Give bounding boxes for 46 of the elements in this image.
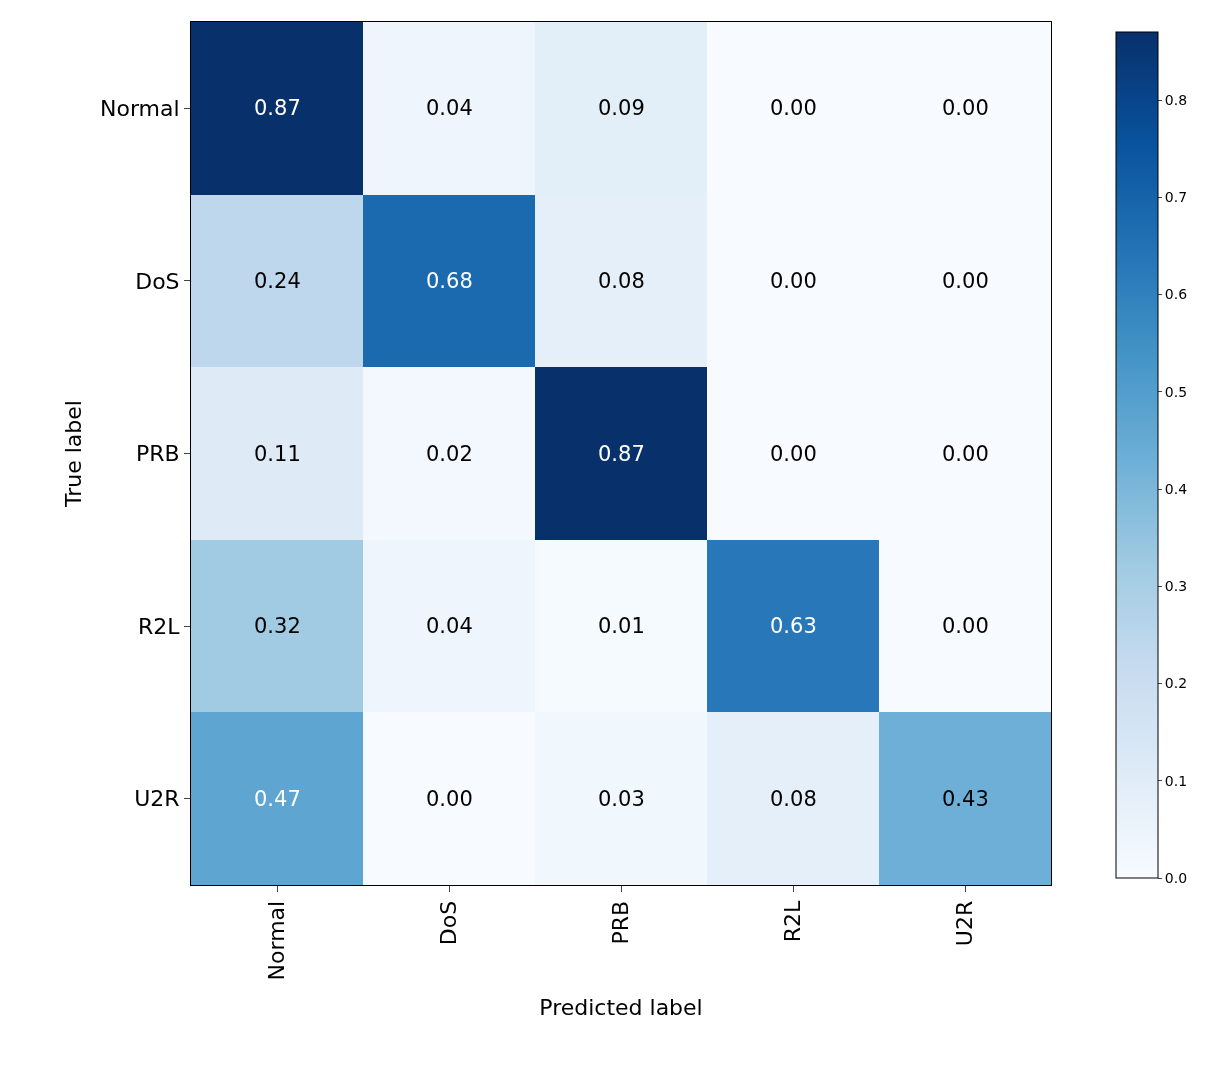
data-label: 0.09 [598, 96, 645, 120]
y-tick-label: Normal [99, 96, 180, 121]
color-bar-label: 0.6 [1164, 286, 1188, 303]
x-tick-label: DoS [436, 900, 462, 946]
data-label: 0.68 [426, 269, 473, 293]
data-label: 0.47 [254, 787, 301, 811]
data-label: 0.00 [942, 442, 989, 466]
color-bar-label: 0.4 [1164, 480, 1188, 497]
x-axis-title: Predicted label [539, 995, 703, 1021]
data-label: 0.00 [770, 442, 817, 466]
data-label: 0.63 [770, 614, 817, 638]
data-label: 0.11 [254, 442, 301, 466]
data-label: 0.04 [426, 614, 473, 638]
y-tick-label: PRB [135, 441, 180, 467]
data-label: 0.32 [254, 614, 301, 638]
data-label: 0.08 [598, 269, 645, 293]
color-bar-label: 0.5 [1164, 383, 1188, 400]
y-tick-label: DoS [135, 268, 180, 294]
data-label: 0.04 [426, 96, 473, 120]
color-bar-label: 0.1 [1164, 772, 1188, 789]
color-bar-label: 0.0 [1164, 869, 1188, 886]
color-bar-label: 0.2 [1164, 675, 1188, 692]
data-label: 0.87 [598, 442, 645, 466]
color-bar-label: 0.3 [1164, 578, 1188, 595]
data-label: 0.87 [254, 96, 301, 120]
data-label: 0.00 [770, 269, 817, 293]
data-label: 0.01 [598, 614, 645, 638]
data-label: 0.00 [942, 269, 989, 293]
y-tick-label: U2R [134, 786, 180, 812]
color-bar-label: 0.7 [1164, 189, 1188, 206]
x-tick-label: Normal [264, 900, 290, 981]
data-label: 0.00 [770, 96, 817, 120]
y-tick-label: R2L [138, 613, 181, 639]
y-axis-title: True label [60, 400, 86, 508]
color-bar-label: 0.8 [1164, 91, 1188, 108]
data-label: 0.08 [770, 787, 817, 811]
x-tick-label: R2L [780, 900, 806, 943]
data-label: 0.43 [942, 787, 989, 811]
x-tick-label: U2R [952, 900, 978, 947]
data-label: 0.03 [598, 787, 645, 811]
data-label: 0.00 [942, 614, 989, 638]
data-label: 0.00 [426, 787, 473, 811]
x-tick-label: PRB [608, 900, 634, 945]
data-label: 0.24 [254, 269, 301, 293]
data-label: 0.02 [426, 442, 473, 466]
data-label: 0.00 [942, 96, 989, 120]
